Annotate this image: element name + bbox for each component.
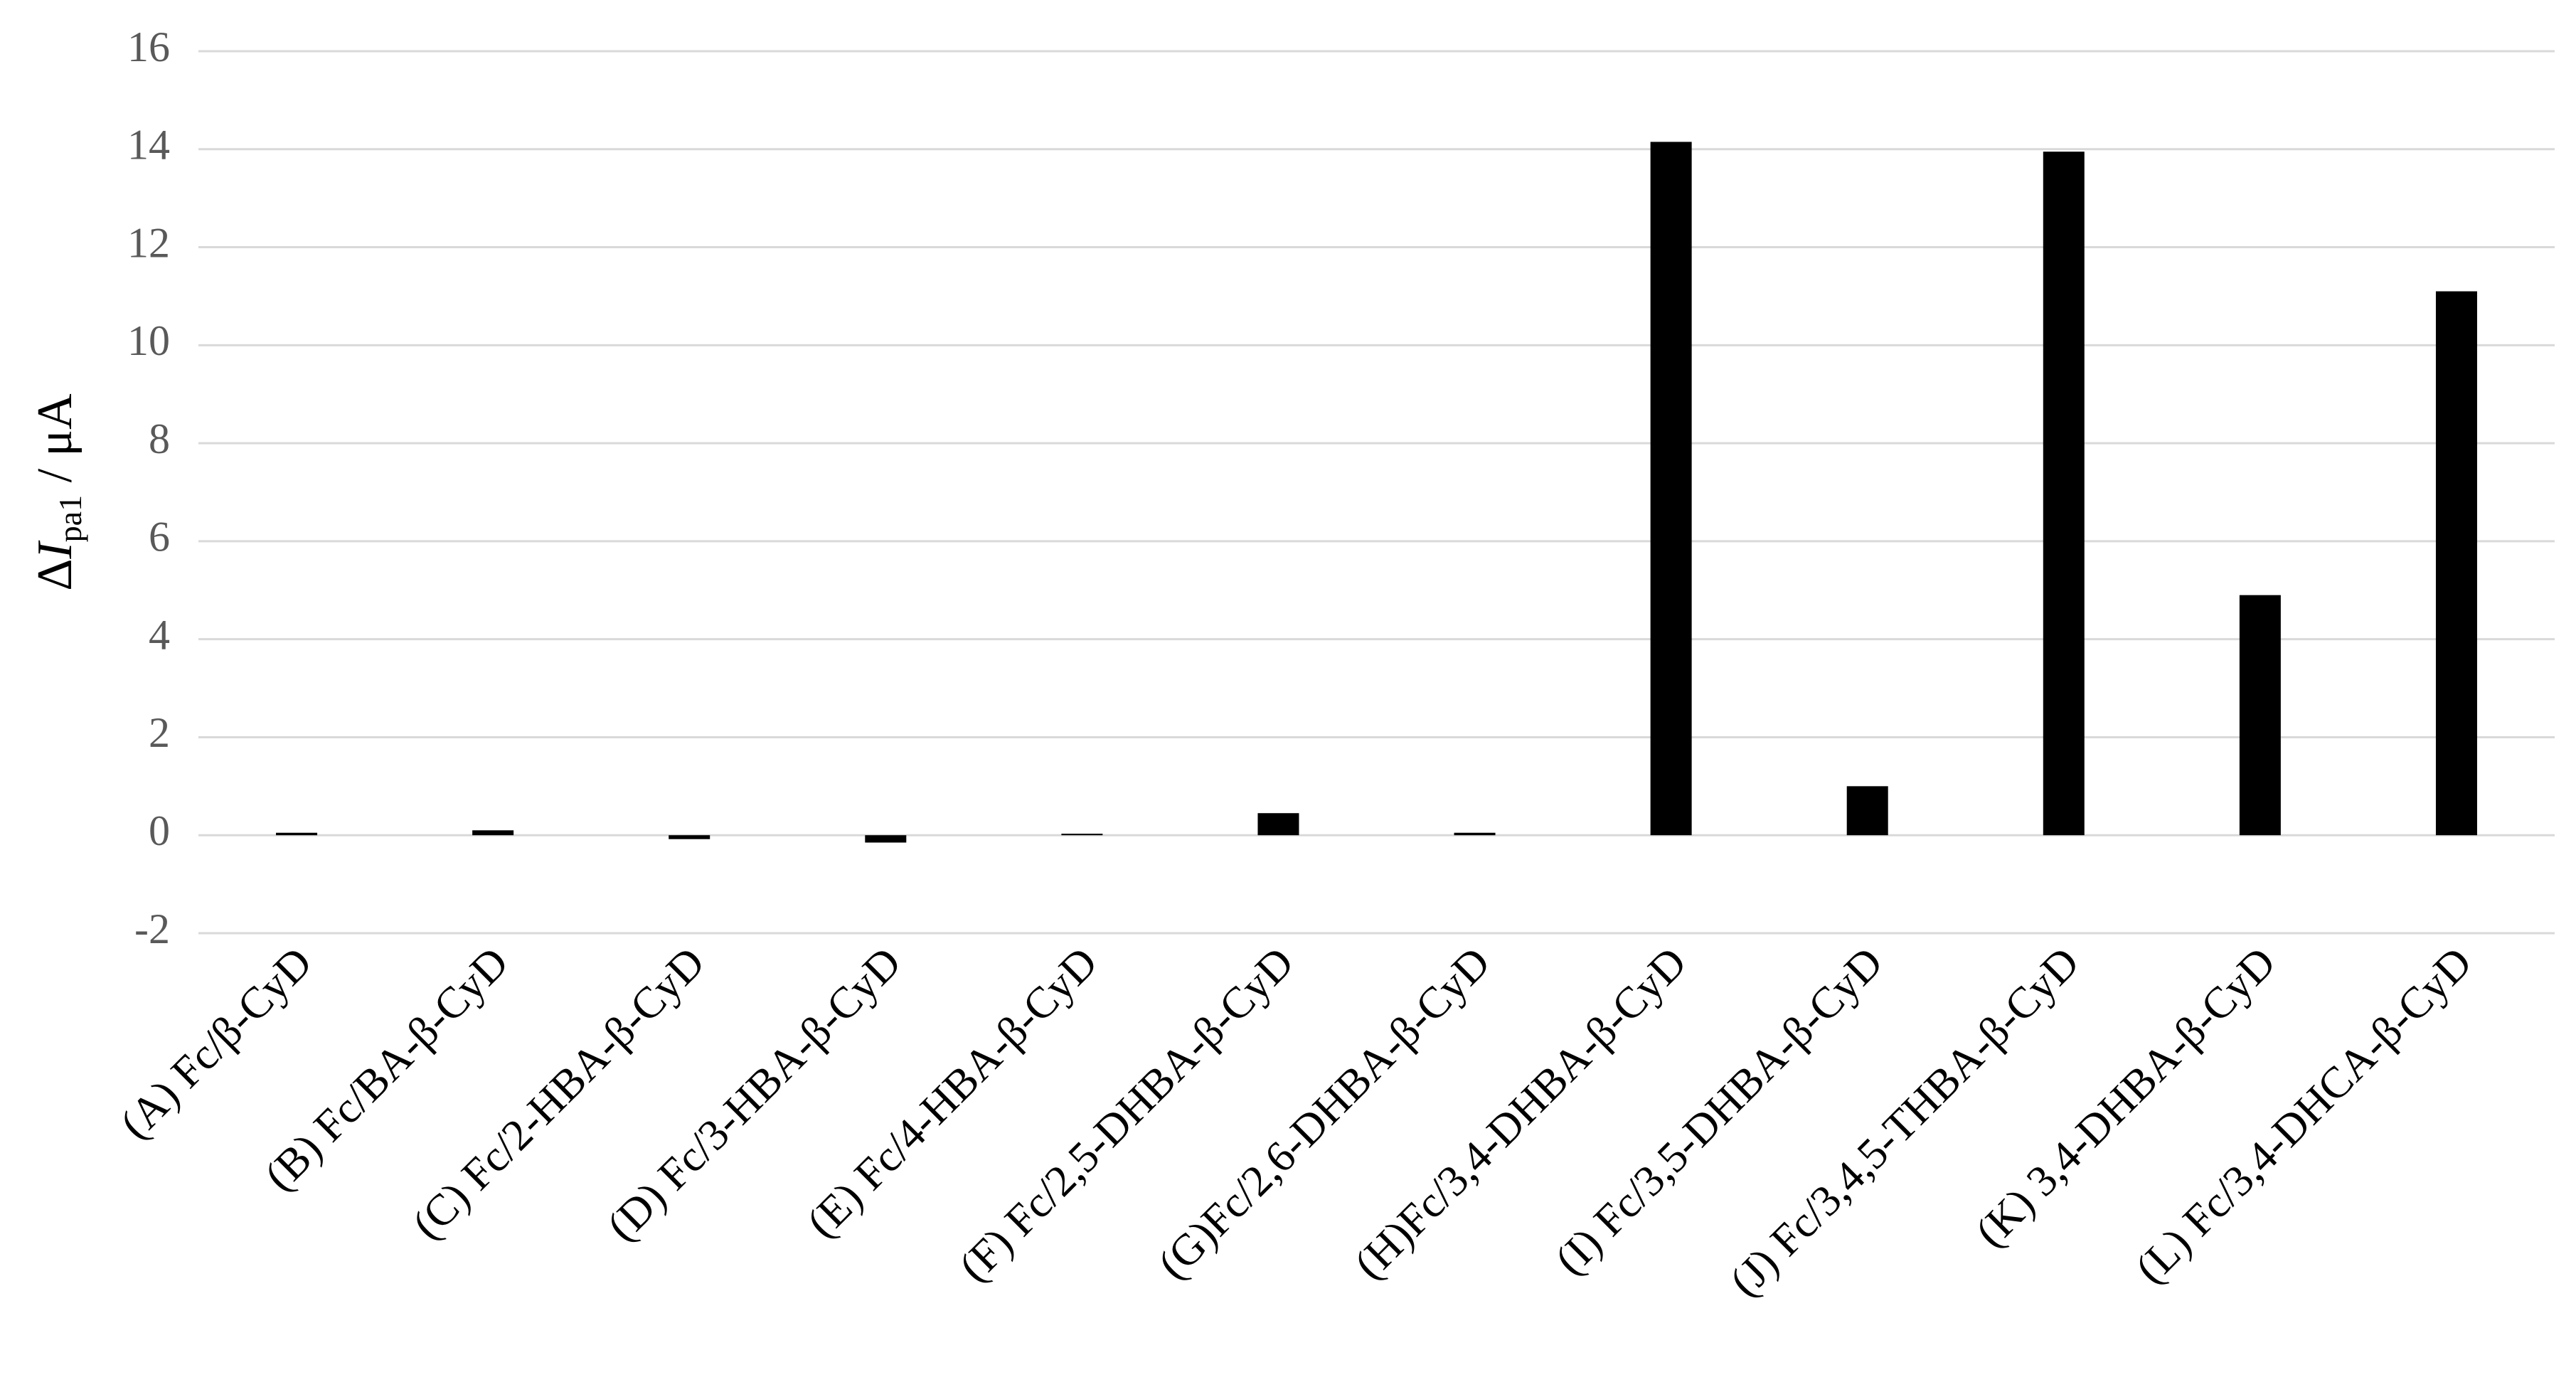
bar — [669, 835, 710, 839]
y-tick-label: 8 — [149, 415, 170, 462]
x-tick-label: (H)Fc/3,4-DHBA-β-CyD — [1346, 938, 1696, 1289]
bar — [1257, 813, 1299, 836]
bar — [865, 835, 907, 843]
y-tick-label: 14 — [127, 122, 170, 169]
bar — [276, 832, 318, 836]
x-tick-label: (F) Fc/2,5-DHBA-β-CyD — [950, 938, 1304, 1292]
x-tick-label: (I) Fc/3,5-DHBA-β-CyD — [1546, 938, 1893, 1285]
y-tick-label: -2 — [134, 905, 170, 952]
y-label-symbol: I — [28, 540, 83, 560]
y-tick-label: 4 — [149, 611, 170, 658]
y-label-delta: Δ — [28, 559, 83, 591]
y-label-subscript: pa1 — [52, 495, 88, 542]
bar — [2435, 291, 2477, 836]
y-tick-label: 16 — [127, 23, 170, 70]
bar — [472, 830, 514, 836]
y-tick-label: 12 — [127, 219, 170, 266]
bar — [1454, 832, 1496, 836]
bar — [1846, 786, 1888, 836]
y-tick-label: 0 — [149, 807, 170, 854]
bar — [1061, 834, 1103, 836]
bar — [1650, 142, 1692, 836]
y-tick-label: 6 — [149, 514, 170, 560]
bar — [2239, 595, 2281, 836]
y-tick-label: 2 — [149, 709, 170, 756]
y-axis-label: ΔIpa1 / μA — [28, 393, 88, 591]
x-tick-label: (G)Fc/2,6-DHBA-β-CyD — [1149, 938, 1500, 1289]
y-label-unit: / μA — [28, 393, 83, 495]
x-tick-label: (L) Fc/3,4-DHCA-β-CyD — [2127, 938, 2481, 1293]
x-tick-label: (A) Fc/β-CyD — [111, 938, 321, 1149]
bar — [2043, 152, 2085, 836]
y-tick-label: 10 — [127, 317, 170, 364]
x-tick-label: (J) Fc/3,4,5-THBA-β-CyD — [1720, 938, 2088, 1306]
